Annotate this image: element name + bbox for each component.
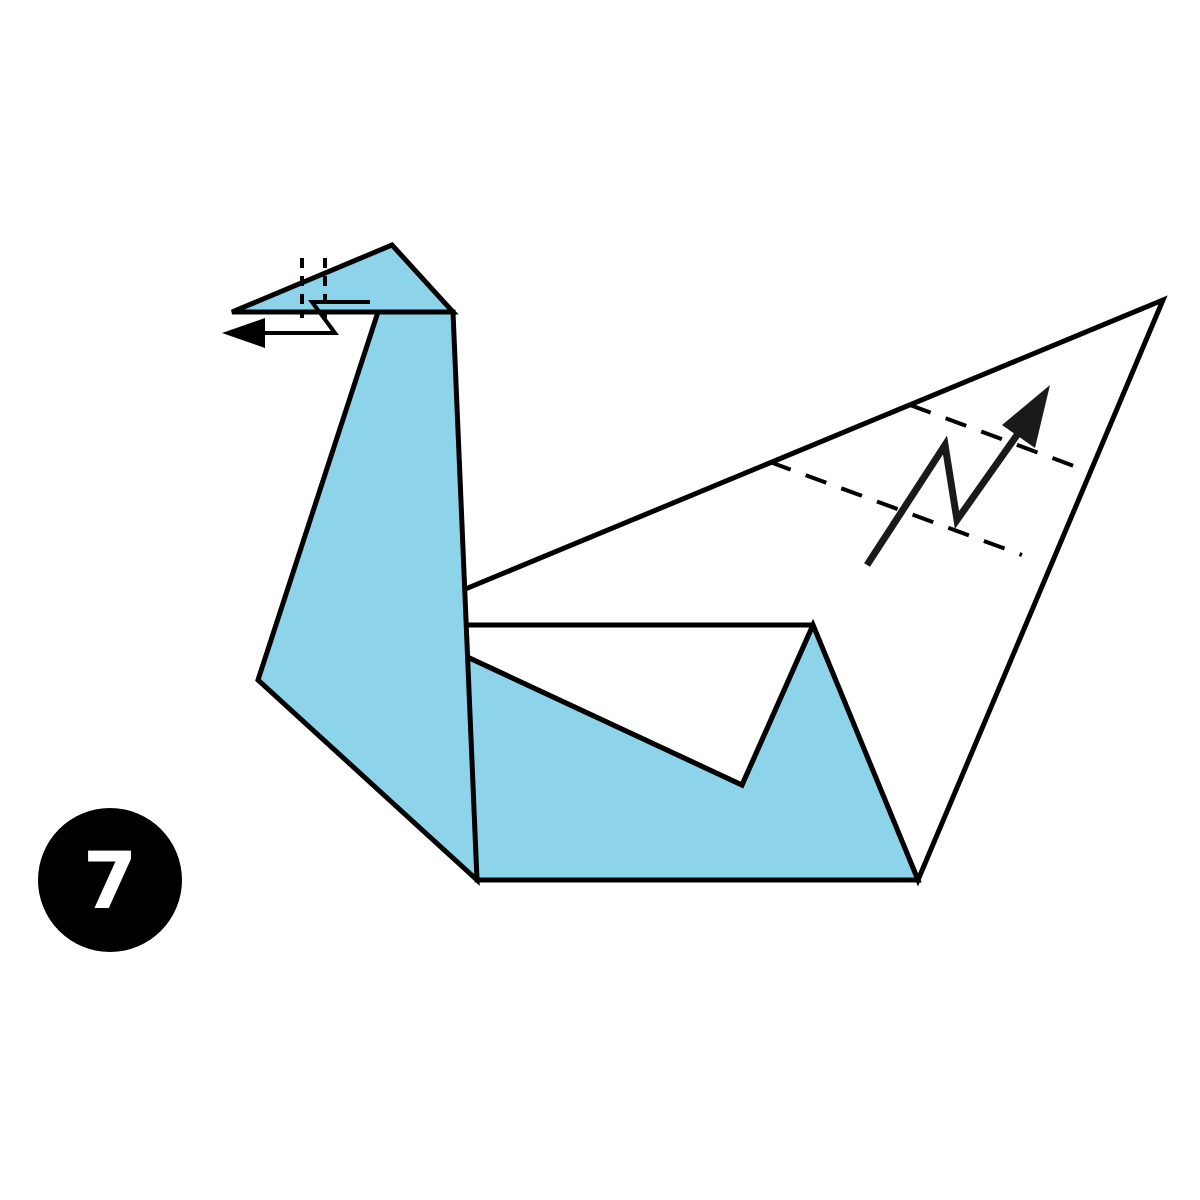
head-pleat-arrow-line	[255, 300, 370, 335]
tail-pleat-arrow-line	[864, 425, 1025, 567]
tail-pleat-arrow-head	[1002, 385, 1050, 448]
step-badge	[38, 808, 182, 952]
wing-inner-edge	[461, 623, 816, 789]
head-pleat-arrow-head	[222, 318, 265, 348]
step-number: 7	[83, 837, 137, 927]
tail-fold-line-lower	[769, 460, 1023, 557]
tail-fold-line-upper	[909, 403, 1091, 474]
head-blue	[231, 242, 459, 315]
neck-blue	[255, 309, 480, 886]
